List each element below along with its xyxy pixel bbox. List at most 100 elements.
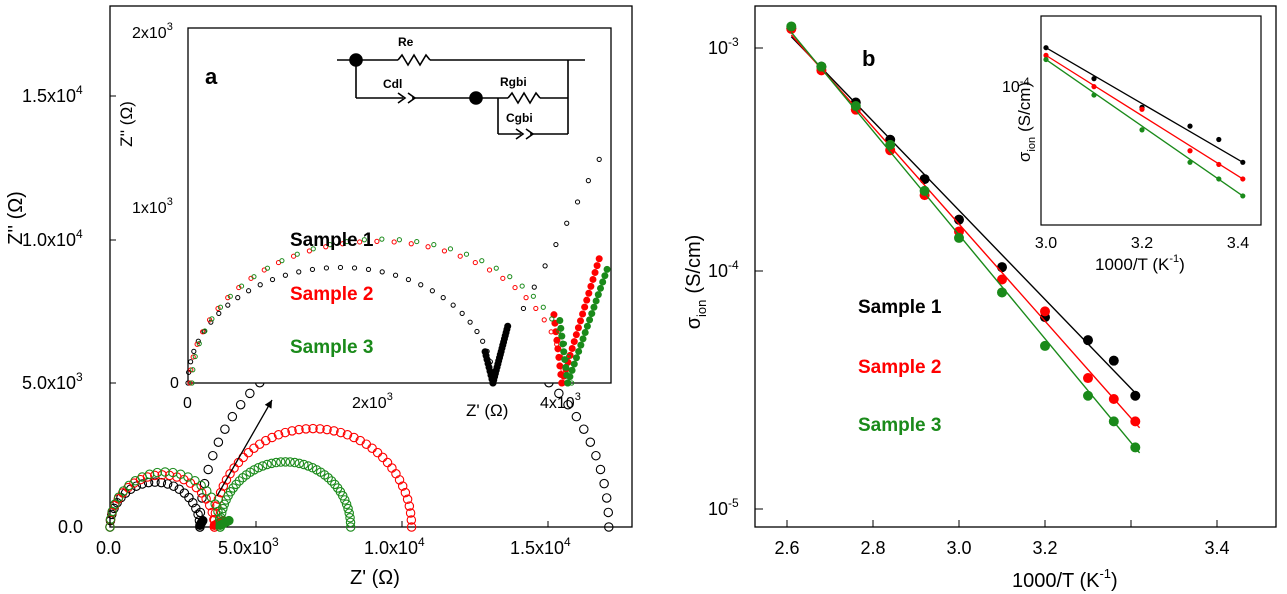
a-inset-point-1 xyxy=(459,310,465,316)
a-point-2 xyxy=(273,430,284,440)
a-inset-point-3 xyxy=(493,265,499,271)
a-point-2 xyxy=(280,427,290,438)
a-point-2 xyxy=(135,474,146,485)
a-inset-point-1 xyxy=(216,310,222,316)
a-inset-tail-left-2 xyxy=(552,328,560,336)
a-inset-point-1 xyxy=(257,282,263,288)
b-inset-point-2 xyxy=(1216,161,1222,168)
a-inset-xlabel: Z' (Ω) xyxy=(466,401,508,420)
a-point-2 xyxy=(185,478,196,488)
a-point-3 xyxy=(262,459,272,470)
a-inset-point-2 xyxy=(533,305,539,312)
a-ytick-2: 1.0x104 xyxy=(22,227,83,250)
a-inset-point-3 xyxy=(519,283,525,289)
a-point-2 xyxy=(157,470,167,480)
a-inset-tail-point-2 xyxy=(595,255,603,263)
a-inset-point-2 xyxy=(457,253,463,259)
b-point-3 xyxy=(919,185,930,196)
a-tail-point-3 xyxy=(224,515,234,526)
b-xlabel: 1000/T (K-1) xyxy=(1012,566,1118,592)
a-inset-point-1 xyxy=(542,263,548,269)
a-inset-ytick-1: 1x103 xyxy=(132,196,173,217)
a-inset-point-2 xyxy=(236,284,242,291)
a-point-2 xyxy=(349,432,359,443)
a-inset-point-1 xyxy=(585,178,591,184)
a-point-2 xyxy=(367,443,377,453)
panel-b: 2.6 2.8 3.0 3.2 3.4 1000/T (K-1) 10-3 10… xyxy=(683,5,1277,592)
a-tail-point-1 xyxy=(198,515,208,526)
a-point-3 xyxy=(196,480,206,491)
b-inset-point-2 xyxy=(1187,148,1193,154)
a-point-2 xyxy=(301,424,311,434)
b-inset-point-3 xyxy=(1139,127,1145,133)
a-inset-point-3 xyxy=(327,242,333,248)
a-inset-tail-point-2 xyxy=(572,331,580,339)
b-inset-point-2 xyxy=(1240,176,1246,182)
b-point-2 xyxy=(1040,306,1050,317)
a-inset-point-1 xyxy=(365,266,372,273)
a-point-3 xyxy=(276,457,286,467)
b-inset-xtick-0: 3.0 xyxy=(1035,235,1057,252)
a-point-3 xyxy=(124,480,134,491)
a-point-3 xyxy=(299,459,309,470)
zoom-arrow xyxy=(216,399,273,497)
panel-label-b: b xyxy=(862,46,875,71)
a-point-2 xyxy=(402,494,413,505)
panel-a-x-axis: 0.0 5.0x103 1.0x104 1.5x104 Z' (Ω) xyxy=(96,521,571,589)
a-point-2 xyxy=(405,508,416,518)
a-inset-point-1 xyxy=(323,265,330,271)
a-inset-point-1 xyxy=(225,302,231,308)
a-point-3 xyxy=(345,522,356,532)
a-point-1 xyxy=(168,481,179,491)
b-inset-point-3 xyxy=(1043,56,1049,63)
b-inset-point-2 xyxy=(1043,52,1049,58)
a-point-1 xyxy=(193,509,203,520)
b-point-3 xyxy=(1130,442,1141,453)
b-legend-sample-3: Sample 3 xyxy=(858,415,941,436)
a-inset-point-1 xyxy=(596,156,602,162)
a-point-3 xyxy=(216,508,227,518)
a-point-1 xyxy=(227,411,238,422)
a-inset-tail-point-3 xyxy=(601,272,609,280)
a-inset-point-3 xyxy=(190,367,196,373)
a-point-3 xyxy=(231,479,241,490)
a-point-3 xyxy=(271,457,281,468)
a-legend-sample-2: Sample 2 xyxy=(290,284,373,305)
a-inset-point-1 xyxy=(405,276,412,283)
a-inset-point-2 xyxy=(215,305,221,312)
a-inset-point-2 xyxy=(441,248,448,254)
a-point-2 xyxy=(322,424,332,435)
a-inset-point-1 xyxy=(245,288,252,294)
a-point-2 xyxy=(196,488,207,498)
a-inset-tail-point-3 xyxy=(599,278,607,286)
a-point-1 xyxy=(188,497,198,508)
a-point-3 xyxy=(294,458,305,469)
a-inset-tail-left-3 xyxy=(564,379,572,387)
a-point-2 xyxy=(342,430,353,440)
a-point-2 xyxy=(377,452,388,463)
a-inset-point-2 xyxy=(500,275,506,281)
a-inset-tail-point-3 xyxy=(572,354,580,362)
a-inset-tail-left-3 xyxy=(563,371,571,379)
b-point-2 xyxy=(997,274,1007,285)
a-inset-point-3 xyxy=(379,236,385,242)
a-point-2 xyxy=(191,482,202,493)
a-point-3 xyxy=(219,499,230,509)
a-inset-point-3 xyxy=(209,316,215,322)
b-inset-xtick-2: 3.4 xyxy=(1227,235,1249,252)
a-point-2 xyxy=(387,463,397,473)
a-point-1 xyxy=(150,477,160,487)
a-point-1 xyxy=(591,450,601,461)
a-inset-point-1 xyxy=(553,241,559,248)
a-inset-point-2 xyxy=(306,248,312,254)
a-point-2 xyxy=(142,472,153,482)
circuit-label-cdl: Cdl xyxy=(383,77,402,91)
a-inset-point-1 xyxy=(474,328,480,335)
b-fit-line-2 xyxy=(790,34,1141,429)
a-inset-point-3 xyxy=(227,293,233,299)
a-inset-tail-point-3 xyxy=(583,322,591,330)
a-point-2 xyxy=(404,501,415,511)
b-inset-point-3 xyxy=(1240,193,1246,199)
a-inset-tail-left-1 xyxy=(481,348,489,356)
